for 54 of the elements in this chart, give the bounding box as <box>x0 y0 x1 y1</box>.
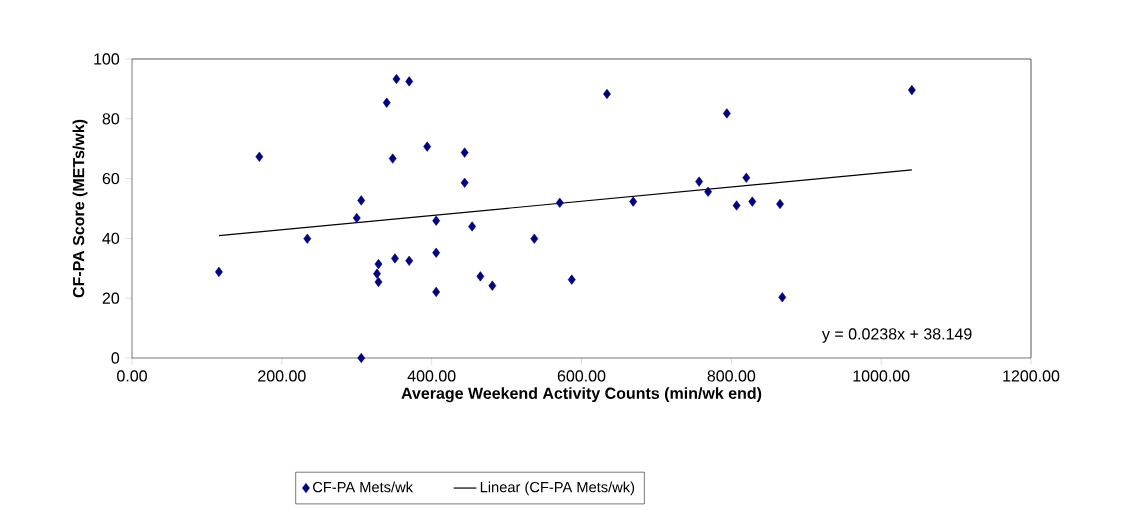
y-tick-label: 20 <box>102 292 120 304</box>
point <box>488 280 497 291</box>
y-tick-label: 60 <box>102 172 120 185</box>
point <box>374 259 383 270</box>
x-tick-label: 400.00 <box>407 370 456 382</box>
point <box>567 274 576 285</box>
legend-label: CF-PA Mets/wk <box>313 481 414 493</box>
point <box>215 266 223 277</box>
point <box>382 97 391 108</box>
point <box>423 141 432 152</box>
y-tick-label: 0 <box>111 352 120 364</box>
x-axis-title: Average Weekend Activity Counts (min/wk end) <box>401 387 762 403</box>
point <box>432 215 441 226</box>
point <box>357 352 366 364</box>
x-tick-label: 200.00 <box>258 370 306 382</box>
x-tick-label: 1200.00 <box>1003 370 1060 382</box>
point <box>695 176 703 187</box>
point <box>352 212 361 224</box>
y-tick-label: 40 <box>102 232 120 245</box>
point <box>405 76 414 87</box>
y-tick-label: 100 <box>94 53 120 65</box>
point <box>460 147 469 158</box>
x-tick-label: 800.00 <box>707 370 756 382</box>
point <box>392 73 401 85</box>
point <box>476 271 485 282</box>
point <box>374 276 383 288</box>
point <box>388 153 397 164</box>
point <box>357 195 366 206</box>
point <box>704 186 712 197</box>
point <box>255 151 264 162</box>
point <box>732 200 741 211</box>
x-tick-label: 600.00 <box>557 370 606 382</box>
point <box>530 233 539 244</box>
point <box>460 177 469 188</box>
point <box>373 268 381 279</box>
point <box>742 172 751 183</box>
point <box>468 221 476 232</box>
point <box>722 108 731 119</box>
point <box>405 255 414 266</box>
y-tick-label: 80 <box>102 113 120 125</box>
point <box>908 85 916 96</box>
y-axis-title: CF-PA Score (METs/wk) <box>72 119 88 298</box>
x-tick-label: 1000.00 <box>853 370 910 382</box>
point <box>432 247 441 258</box>
point <box>629 196 638 207</box>
point <box>432 286 441 297</box>
legend-label: Linear (CF-PA Mets/wk) <box>480 481 635 496</box>
point <box>391 253 399 264</box>
annotation: y = 0.0238x + 38.149 <box>822 328 972 343</box>
point <box>778 292 787 303</box>
x-tick-label: 0.00 <box>117 370 147 382</box>
point <box>555 197 564 208</box>
point <box>303 233 312 244</box>
point <box>748 196 757 207</box>
